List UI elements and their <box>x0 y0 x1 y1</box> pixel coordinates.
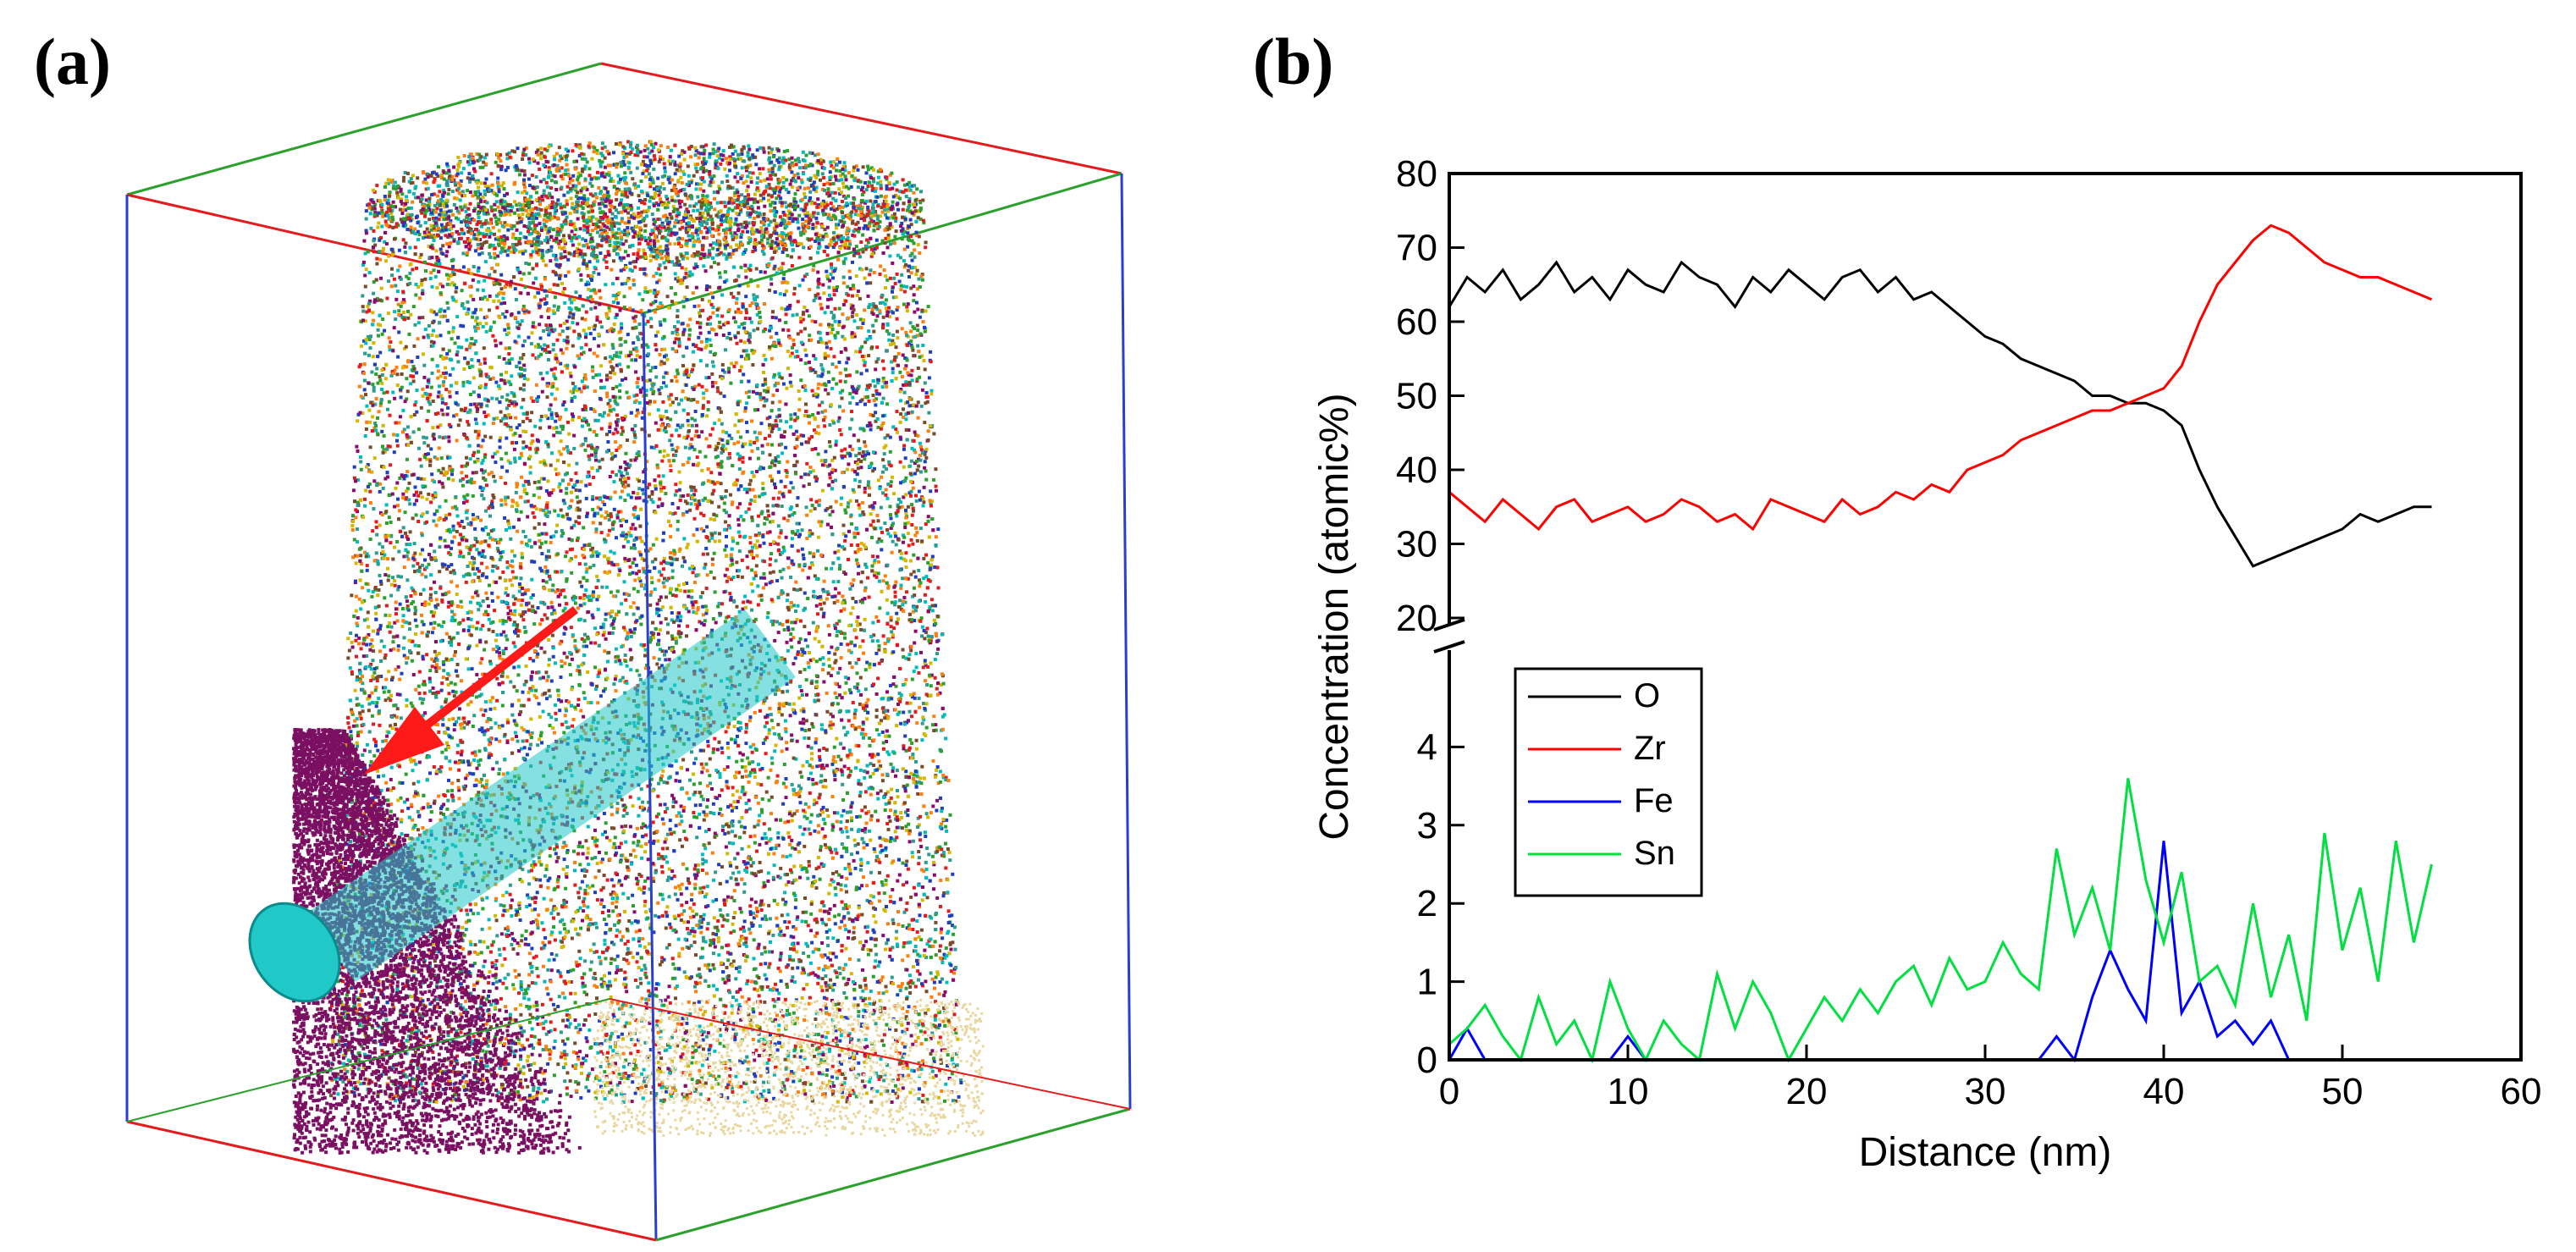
x-tick-label: 40 <box>2143 1071 2185 1112</box>
y-tick-label: 40 <box>1396 450 1437 491</box>
legend-label: Zr <box>1634 730 1666 767</box>
panel-b-label: (b) <box>1253 24 1333 100</box>
x-tick-label: 60 <box>2501 1071 2542 1112</box>
y-tick-label: 30 <box>1396 524 1437 565</box>
legend: O Zr Fe Sn <box>1514 667 1703 897</box>
y-tick-label: 50 <box>1396 376 1437 417</box>
series-line-zr <box>1448 223 2433 532</box>
y-tick-label: 0 <box>1417 1040 1437 1081</box>
red-arrow-icon <box>364 606 579 775</box>
y-tick-label: 70 <box>1396 228 1437 269</box>
axis-break-mark <box>1433 640 1465 654</box>
x-tick-label: 20 <box>1786 1071 1828 1112</box>
x-tick-label: 50 <box>2322 1071 2364 1112</box>
x-tick-label: 0 <box>1439 1071 1459 1112</box>
y-tick-label: 4 <box>1417 726 1437 768</box>
series-line-o <box>1448 260 2432 568</box>
y-tick-label: 1 <box>1417 962 1437 1003</box>
x-tick-label: 30 <box>1965 1071 2006 1112</box>
y-tick-label: 80 <box>1396 153 1437 195</box>
x-tick-label: 10 <box>1608 1071 1649 1112</box>
y-tick-label: 3 <box>1417 805 1437 847</box>
plot-frame <box>1448 172 2523 1062</box>
atom-probe-reconstruction <box>125 62 1132 1242</box>
bounding-box-back <box>125 62 1123 1122</box>
axis-break-mark <box>1433 618 1465 632</box>
series-line-sn <box>1448 778 2433 1064</box>
precipitate-cylinder <box>248 609 796 1003</box>
panel-a-label: (a) <box>34 24 111 100</box>
y-tick-label: 2 <box>1417 883 1437 924</box>
x-axis-title: Distance (nm) <box>1859 1130 2112 1175</box>
legend-label: O <box>1634 677 1660 714</box>
bounding-box-front <box>126 173 1132 1242</box>
y-tick-label: 60 <box>1396 301 1437 343</box>
legend-label: Fe <box>1634 782 1674 819</box>
y-tick-label: 20 <box>1396 598 1437 639</box>
legend-label: Sn <box>1634 835 1675 872</box>
atom-point-cloud <box>292 140 985 1155</box>
y-axis-title: Concentration (atomic%) <box>1312 393 1357 840</box>
